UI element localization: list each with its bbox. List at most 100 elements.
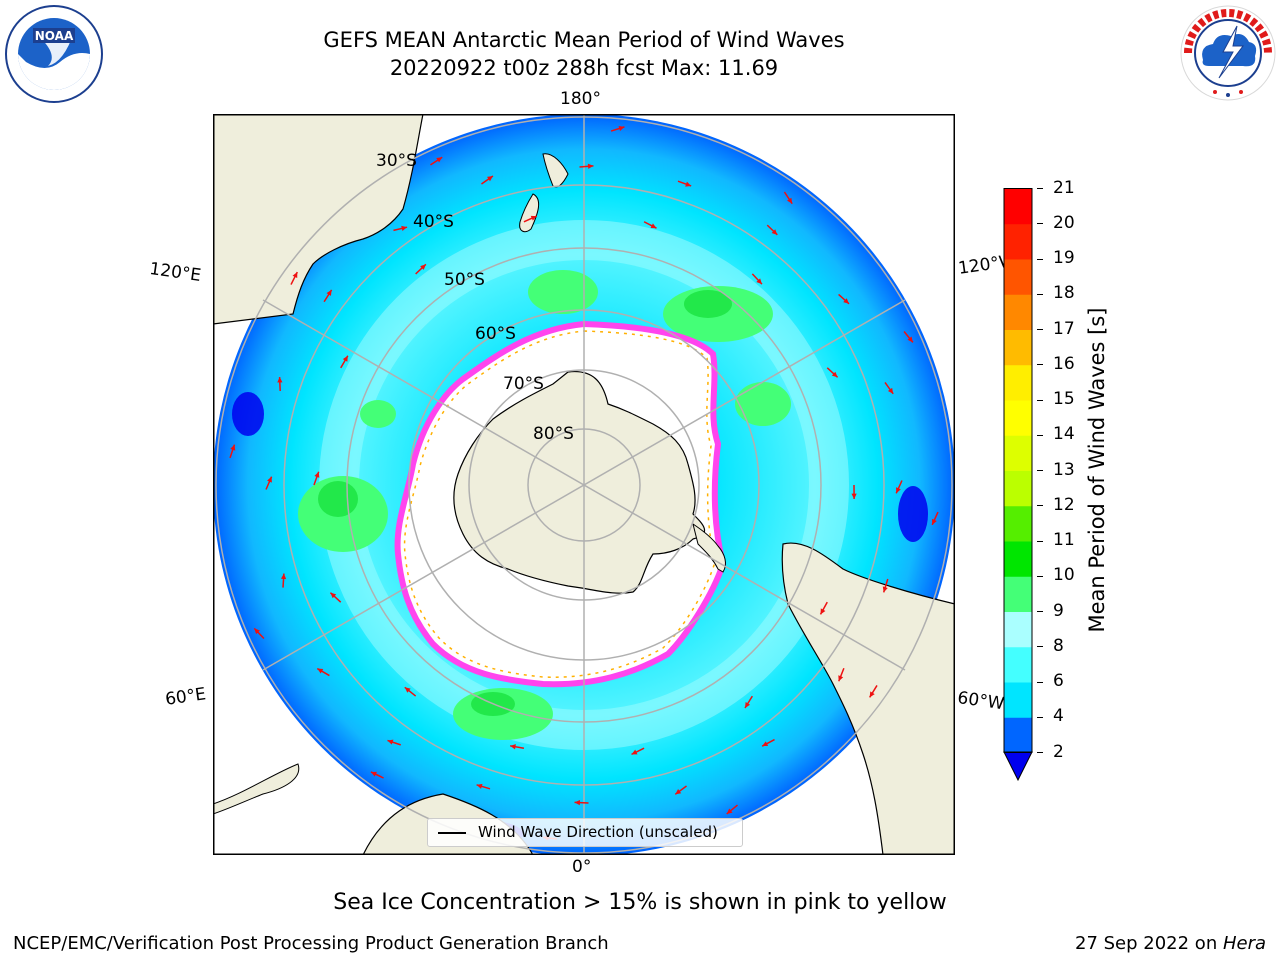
lat-label-80s: 80°S (533, 424, 574, 444)
polar-map (213, 114, 955, 855)
colorbar-tick-label: 2 (1053, 741, 1064, 762)
wave-direction-arrowhead (330, 592, 337, 599)
footer-date: 27 Sep 2022 on Hera (1075, 933, 1266, 954)
colorbar-tick-mark (1037, 646, 1043, 648)
wave-direction-arrowhead (510, 744, 516, 750)
lon-label-0: 0° (572, 857, 592, 877)
colorbar-tick-mark (1037, 575, 1043, 577)
sea-ice-caption: Sea Ice Concentration > 15% is shown in … (333, 890, 947, 915)
lat-label-50s: 50°S (444, 270, 485, 290)
south-america-land (781, 542, 955, 855)
colorbar-tick-label: 19 (1053, 248, 1075, 268)
colorbar-band (1004, 400, 1032, 436)
colorbar-tick-label: 8 (1053, 635, 1064, 656)
colorbar-bands (1004, 188, 1032, 753)
lon-label-180: 180° (560, 89, 601, 109)
colorbar-band (1004, 294, 1032, 330)
polar-map-canvas (213, 114, 955, 855)
wave-direction-arrowhead (851, 493, 857, 499)
wave-direction-arrowhead (838, 675, 844, 682)
footer-host: Hera (1222, 933, 1266, 954)
wave-direction-arrowhead (675, 789, 682, 795)
wave-direction-arrowhead (387, 739, 394, 745)
wave-direction-arrowhead (476, 783, 483, 789)
wave-direction-arrowhead (685, 181, 692, 187)
colorbar-tick-mark (1037, 611, 1043, 612)
australia-land (213, 114, 424, 325)
colorbar-band (1004, 223, 1032, 260)
wave-direction-arrowhead (631, 749, 638, 755)
lat-label-70s: 70°S (503, 374, 544, 394)
wave-direction-arrowhead (280, 573, 287, 580)
colorbar-band (1004, 611, 1032, 648)
colorbar-tick-mark (1037, 540, 1043, 542)
colorbar-tick-label: 6 (1053, 671, 1064, 691)
lon-label-120e: 120°E (148, 259, 203, 287)
colorbar-label: Mean Period of Wind Waves [s] (1085, 307, 1109, 633)
wave-direction-arrowhead (401, 225, 408, 231)
chart-title: GEFS MEAN Antarctic Mean Period of Wind … (323, 28, 845, 52)
colorbar-band (1004, 646, 1032, 683)
wave-direction-arrowhead (907, 336, 913, 343)
colorbar-tick-mark (1037, 434, 1043, 436)
wave-direction-arrowhead (254, 628, 260, 635)
colorbar-tick-mark (1037, 505, 1043, 507)
colorbar-tick-label: 15 (1053, 389, 1075, 409)
lat-label-30s: 30°S (376, 151, 417, 171)
colorbar-tick-label: 16 (1053, 353, 1075, 374)
wave-direction-arrowhead (887, 387, 894, 394)
wave-direction-arrowhead (787, 197, 793, 204)
wave-direction-arrowhead (317, 668, 324, 674)
wave-direction-arrowhead (726, 808, 733, 814)
colorbar-band (1004, 188, 1032, 225)
new-zealand-land (519, 153, 569, 233)
colorbar-band (1004, 470, 1032, 507)
colorbar-under-extension (1003, 751, 1033, 782)
wave-direction-arrowhead (530, 215, 537, 221)
footer-date-text: 27 Sep 2022 on (1075, 933, 1223, 954)
colorbar-tick-label: 17 (1053, 318, 1075, 339)
wave-direction-arrowhead (326, 289, 332, 296)
wave-direction-arrowhead (314, 471, 320, 478)
wave-direction-arrowhead (843, 298, 850, 304)
colorbar (1003, 188, 1033, 782)
colorbar-band (1004, 329, 1032, 366)
wave-direction-arrowhead (370, 771, 377, 777)
wave-direction-arrowhead (771, 229, 778, 235)
colorbar-band (1004, 505, 1032, 542)
map-frame (213, 114, 955, 855)
wave-direction-arrowhead (650, 223, 657, 229)
wave-direction-arrowhead (756, 278, 762, 285)
wave-direction-arrowhead (574, 800, 581, 806)
colorbar-frame (1003, 188, 1033, 753)
colorbar-tick-label: 10 (1053, 565, 1075, 586)
colorbar-tick-label: 4 (1053, 706, 1064, 727)
wave-direction-arrowhead (896, 487, 901, 494)
colorbar-band (1004, 576, 1032, 612)
chart-subtitle: 20220922 t00z 288h fcst Max: 11.69 (389, 56, 779, 80)
wave-direction-arrowhead (342, 355, 348, 362)
lat-label-60s: 60°S (475, 324, 516, 344)
wave-direction-arrowhead (267, 476, 272, 483)
noaa-logo-text: NOAA (35, 29, 74, 43)
lat-label-40s: 40°S (413, 212, 454, 232)
wave-direction-arrowhead (831, 371, 838, 378)
madagascar-land (213, 763, 300, 815)
colorbar-tick-mark (1037, 399, 1043, 401)
colorbar-tick-mark (1037, 681, 1043, 683)
colorbar-tick-label: 18 (1053, 283, 1075, 304)
colorbar-tick-mark (1037, 223, 1043, 225)
wave-direction-arrowhead (745, 702, 751, 709)
wave-direction-arrowhead (882, 586, 888, 593)
colorbar-tick-mark (1037, 470, 1043, 471)
wave-direction-arrowhead (932, 518, 937, 525)
long-period-patches (298, 270, 791, 740)
colorbar-tick-mark (1037, 188, 1043, 189)
colorbar-band (1004, 259, 1032, 295)
legend-line-swatch (438, 832, 466, 834)
colorbar-tick-label: 11 (1053, 530, 1075, 550)
map-legend: Wind Wave Direction (unscaled) (427, 818, 743, 847)
wave-direction-arrowhead (487, 175, 493, 182)
antarctic-peninsula (692, 522, 726, 573)
nws-logo (1180, 5, 1276, 101)
